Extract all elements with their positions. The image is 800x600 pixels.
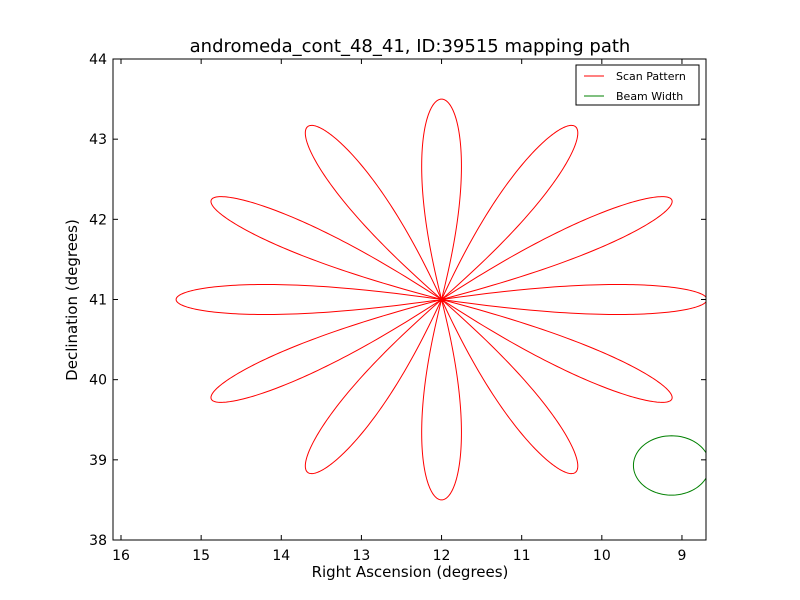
scan-pattern-petal [441, 124, 579, 300]
y-tick-label: 44 [89, 52, 107, 68]
scan-pattern-petal [304, 124, 443, 300]
y-tick-label: 40 [89, 373, 107, 389]
x-tick-label: 9 [677, 548, 686, 564]
legend-label-beam-width: Beam Width [616, 90, 683, 103]
series-layer [175, 98, 706, 501]
legend-label-scan-pattern: Scan Pattern [616, 70, 686, 83]
scan-pattern-petal [441, 196, 673, 300]
scan-pattern-petal [210, 299, 442, 403]
x-tick-label: 14 [272, 548, 290, 564]
scan-pattern-petal [441, 283, 706, 316]
scan-pattern-petal [210, 196, 442, 300]
scan-pattern-petal [441, 299, 673, 403]
x-tick-label: 16 [112, 548, 130, 564]
x-tick-label: 13 [353, 548, 371, 564]
y-tick-label: 41 [89, 293, 107, 309]
scan-pattern-petal [175, 283, 442, 316]
y-axis-label: Declination (degrees) [63, 219, 81, 381]
y-tick-label: 38 [89, 533, 107, 549]
legend: Scan Pattern Beam Width [575, 64, 700, 106]
beam-width-circle [632, 435, 706, 496]
y-tick-label: 43 [89, 132, 107, 148]
scan-pattern-petal [421, 299, 462, 501]
scan-pattern-petal [421, 98, 462, 300]
scan-pattern-petal [441, 299, 579, 475]
x-tick-label: 11 [513, 548, 531, 564]
x-tick-label: 15 [192, 548, 210, 564]
y-tick-label: 42 [89, 212, 107, 228]
tick-layer: 16 15 14 13 12 11 10 9 38 39 40 41 42 43 44 [89, 52, 706, 564]
y-tick-label: 39 [89, 453, 107, 469]
scan-pattern-petal [304, 299, 443, 475]
legend-box [575, 64, 700, 106]
x-tick-label: 12 [433, 548, 451, 564]
chart-title: andromeda_cont_48_41, ID:39515 mapping p… [190, 36, 631, 57]
x-axis-label: Right Ascension (degrees) [312, 563, 509, 581]
x-tick-label: 10 [593, 548, 611, 564]
